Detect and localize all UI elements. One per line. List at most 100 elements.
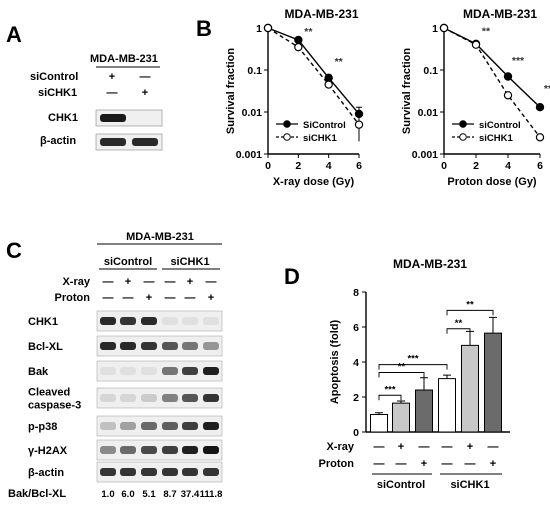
blot-band [120, 317, 136, 325]
ratio-value: 111.8 [200, 489, 223, 500]
blot-strip [96, 360, 223, 382]
significance-bracket [446, 309, 494, 316]
blot-band [162, 317, 178, 325]
treatment-mark: + [421, 458, 427, 470]
y-axis-title: Survival fraction [225, 48, 237, 134]
panel-a-mark-0-1: — [140, 71, 151, 83]
blot-band [141, 342, 157, 350]
x-tick-label: 4 [505, 160, 511, 172]
panel-a-cell-line: MDA-MB-231 [90, 53, 158, 65]
significance-label: ** [335, 56, 344, 68]
panel-c-treatment-mark: — [206, 276, 217, 288]
blot-label: p-p38 [28, 421, 57, 433]
blot-band [162, 342, 178, 350]
legend-marker [283, 133, 291, 141]
ratio-value: 1.0 [101, 489, 114, 500]
treatment-mark: — [442, 458, 453, 470]
blot-band [100, 367, 116, 375]
y-tick-label: 1 [256, 23, 262, 35]
y-tick-label: 0.1 [423, 65, 438, 77]
blot-strip [96, 461, 223, 483]
treatment-mark: + [490, 458, 496, 470]
significance-label: *** [512, 55, 525, 67]
blot-band [120, 367, 136, 375]
panel-c-treatment-mark: — [165, 276, 176, 288]
panel-c-treatment-mark: + [208, 292, 214, 304]
y-tick-label: 4 [353, 357, 359, 369]
panel-a-mark-1-0: — [107, 87, 118, 99]
bar [392, 402, 410, 433]
blot-band [141, 422, 157, 430]
ratio-value: 5.1 [142, 489, 156, 500]
x-tick-label: 6 [356, 160, 362, 172]
data-point [439, 23, 449, 33]
significance-label: ** [466, 299, 474, 310]
bar [484, 332, 502, 433]
blot-band [100, 394, 116, 402]
blot-strip [96, 387, 223, 409]
panel-c-treatment-mark: + [125, 276, 131, 288]
y-tick-label: 0.001 [236, 149, 262, 161]
group-label: siCHK1 [450, 479, 489, 491]
panel-c-treatment-mark: — [165, 292, 176, 304]
blot-band [203, 422, 219, 430]
series-line-1 [443, 27, 541, 138]
bar [461, 344, 479, 433]
treatment-mark: — [374, 458, 385, 470]
bar [438, 378, 456, 433]
group-label: siControl [377, 479, 425, 491]
series-line-0 [443, 27, 541, 108]
y-tick-label: 0.01 [418, 107, 439, 119]
data-point [263, 23, 273, 33]
blot-band [100, 446, 116, 454]
blot-band [100, 468, 116, 476]
panel-letter-d: D [284, 264, 300, 289]
blot-label: Cleaved [28, 387, 70, 399]
panel-a-mark-0-0: + [109, 71, 115, 83]
blot-band [100, 422, 116, 430]
blot-label: Bak [28, 366, 49, 378]
significance-bracket [378, 364, 448, 370]
blot-label: CHK1 [28, 316, 58, 328]
significance-label: *** [544, 83, 550, 95]
blot-band [203, 468, 219, 476]
bar [415, 389, 433, 433]
y-axis-title: Survival fraction [401, 48, 413, 134]
blot-band [203, 367, 219, 375]
significance-label: *** [384, 384, 395, 395]
panel-a-mark-1-1: + [142, 87, 148, 99]
significance-bracket [378, 394, 402, 401]
survival-chart-xray: MDA-MB-231 0.001 0.01 0.1 1 0 2 4 6X-ray dose (G… [225, 7, 364, 188]
data-point [503, 72, 513, 81]
blot-band [203, 342, 219, 350]
panel-c-treatment-mark: — [144, 276, 155, 288]
x-tick-label: 6 [537, 160, 543, 172]
panel-c-treatment-mark: — [103, 276, 114, 288]
panel-letter-c: C [6, 238, 22, 263]
significance-label: ** [482, 26, 491, 38]
x-tick-label: 0 [441, 160, 447, 172]
legend-marker [283, 120, 291, 128]
blot-band [203, 446, 219, 454]
blot-label: γ-H2AX [28, 445, 68, 457]
blot-band [182, 446, 198, 454]
y-axis-title: Apoptosis (fold) [329, 320, 341, 405]
blot-band [120, 446, 136, 454]
significance-bracket [446, 328, 471, 334]
legend-label: SiControl [303, 120, 346, 131]
panel-c-treatment-mark: + [187, 276, 193, 288]
y-tick-label: 8 [353, 287, 359, 299]
blot-label: β-actin [28, 467, 64, 479]
blot-band [100, 342, 116, 350]
blot-band [182, 342, 198, 350]
blot-band [182, 468, 198, 476]
significance-label: *** [407, 354, 418, 365]
legend-label: siControl [479, 120, 521, 131]
x-tick-label: 2 [295, 160, 301, 172]
legend-marker [459, 120, 467, 128]
western-blot-panel-c: MDA-MB-231 siControl siCHK1 X-ray — + — — + — Prot… [8, 231, 222, 500]
data-point [324, 80, 333, 89]
